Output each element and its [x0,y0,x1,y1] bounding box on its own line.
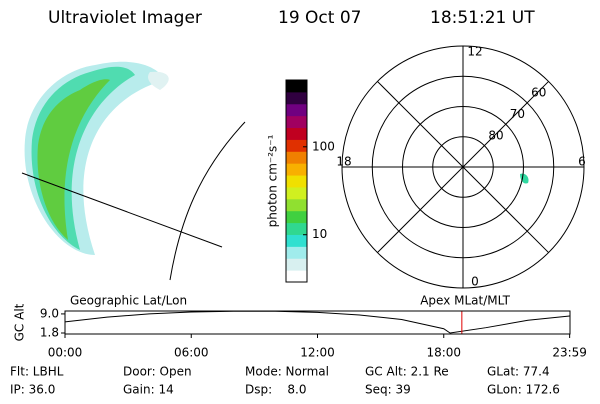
status-field: GLat: 77.4 [487,365,550,379]
x-tick-label: 18:00 [426,346,461,360]
status-field: Mode: Normal [245,365,329,379]
y-axis-label: GC Alt [13,303,27,341]
colorbar-segment [286,91,307,105]
colorbar-segment [286,103,307,117]
x-tick-label: 06:00 [174,346,209,360]
polar-hour-label: 6 [578,155,586,169]
colorbar-segment [286,210,307,224]
line-title: Geographic Lat/Lon [70,294,187,308]
colorbar-segment [286,151,307,164]
polar-hour-label: 18 [336,155,351,169]
plot-frame [64,310,571,335]
colorbar-segment [286,270,307,283]
colorbar-segment [286,222,307,235]
time: 18:51:21 UT [430,8,535,28]
polar-r-label: 80 [488,128,503,142]
status-field: GLon: 172.6 [487,383,560,397]
status-field: GC Alt: 2.1 Re [365,365,449,379]
status-field: Door: Open [123,365,192,379]
colorbar-segment [286,175,307,188]
series-line [64,310,570,334]
status-field: Dsp: 8.0 [245,383,307,397]
aurora-core [37,79,110,240]
map-grid [21,121,246,281]
colorbar-segment [286,127,307,140]
line-subtitle: Apex MLat/MLT [420,294,510,308]
colorbar-label: photon cm⁻²s⁻¹ [266,134,280,227]
colorbar-segment [286,115,307,129]
status-field: IP: 36.0 [10,383,55,397]
date: 19 Oct 07 [278,8,361,28]
map-line [169,121,246,281]
colorbar-segment [286,80,307,93]
x-tick-label: 00:00 [48,346,83,360]
map-line [21,172,223,248]
colorbar-segment [286,246,307,259]
colorbar-segment [286,186,307,200]
y-tick-label: 9.0 [40,306,59,320]
colorbar-segment [286,163,307,176]
footer: Flt: LBHL Door: Open Mode: Normal GC Alt: 2… [10,365,560,397]
polar-r-label: 70 [510,107,525,121]
y-tick-label: 1.8 [40,325,59,339]
colorbar-frame [285,79,308,283]
polar-r-label: 60 [531,86,546,100]
colorbar-tick-label: 100 [312,139,335,153]
colorbar-segment [286,139,307,152]
x-tick-label: 12:00 [300,346,335,360]
polar-spoke [377,81,549,253]
aurora-speckle [148,71,169,90]
status-field: Gain: 14 [123,383,174,397]
polar-hour-label: 12 [467,45,482,59]
x-tick-label: 23:59 [552,346,587,360]
title: Ultraviolet Imager [48,8,202,28]
polar-hour-label: 0 [471,275,479,289]
status-field: Flt: LBHL [10,365,64,379]
auroral-image [24,61,169,255]
status-field: Seq: 39 [365,383,411,397]
colorbar-tick-label: 10 [312,227,327,241]
colorbar-segment [286,234,307,247]
colorbar-segment [286,198,307,212]
colorbar-segment [286,258,307,271]
